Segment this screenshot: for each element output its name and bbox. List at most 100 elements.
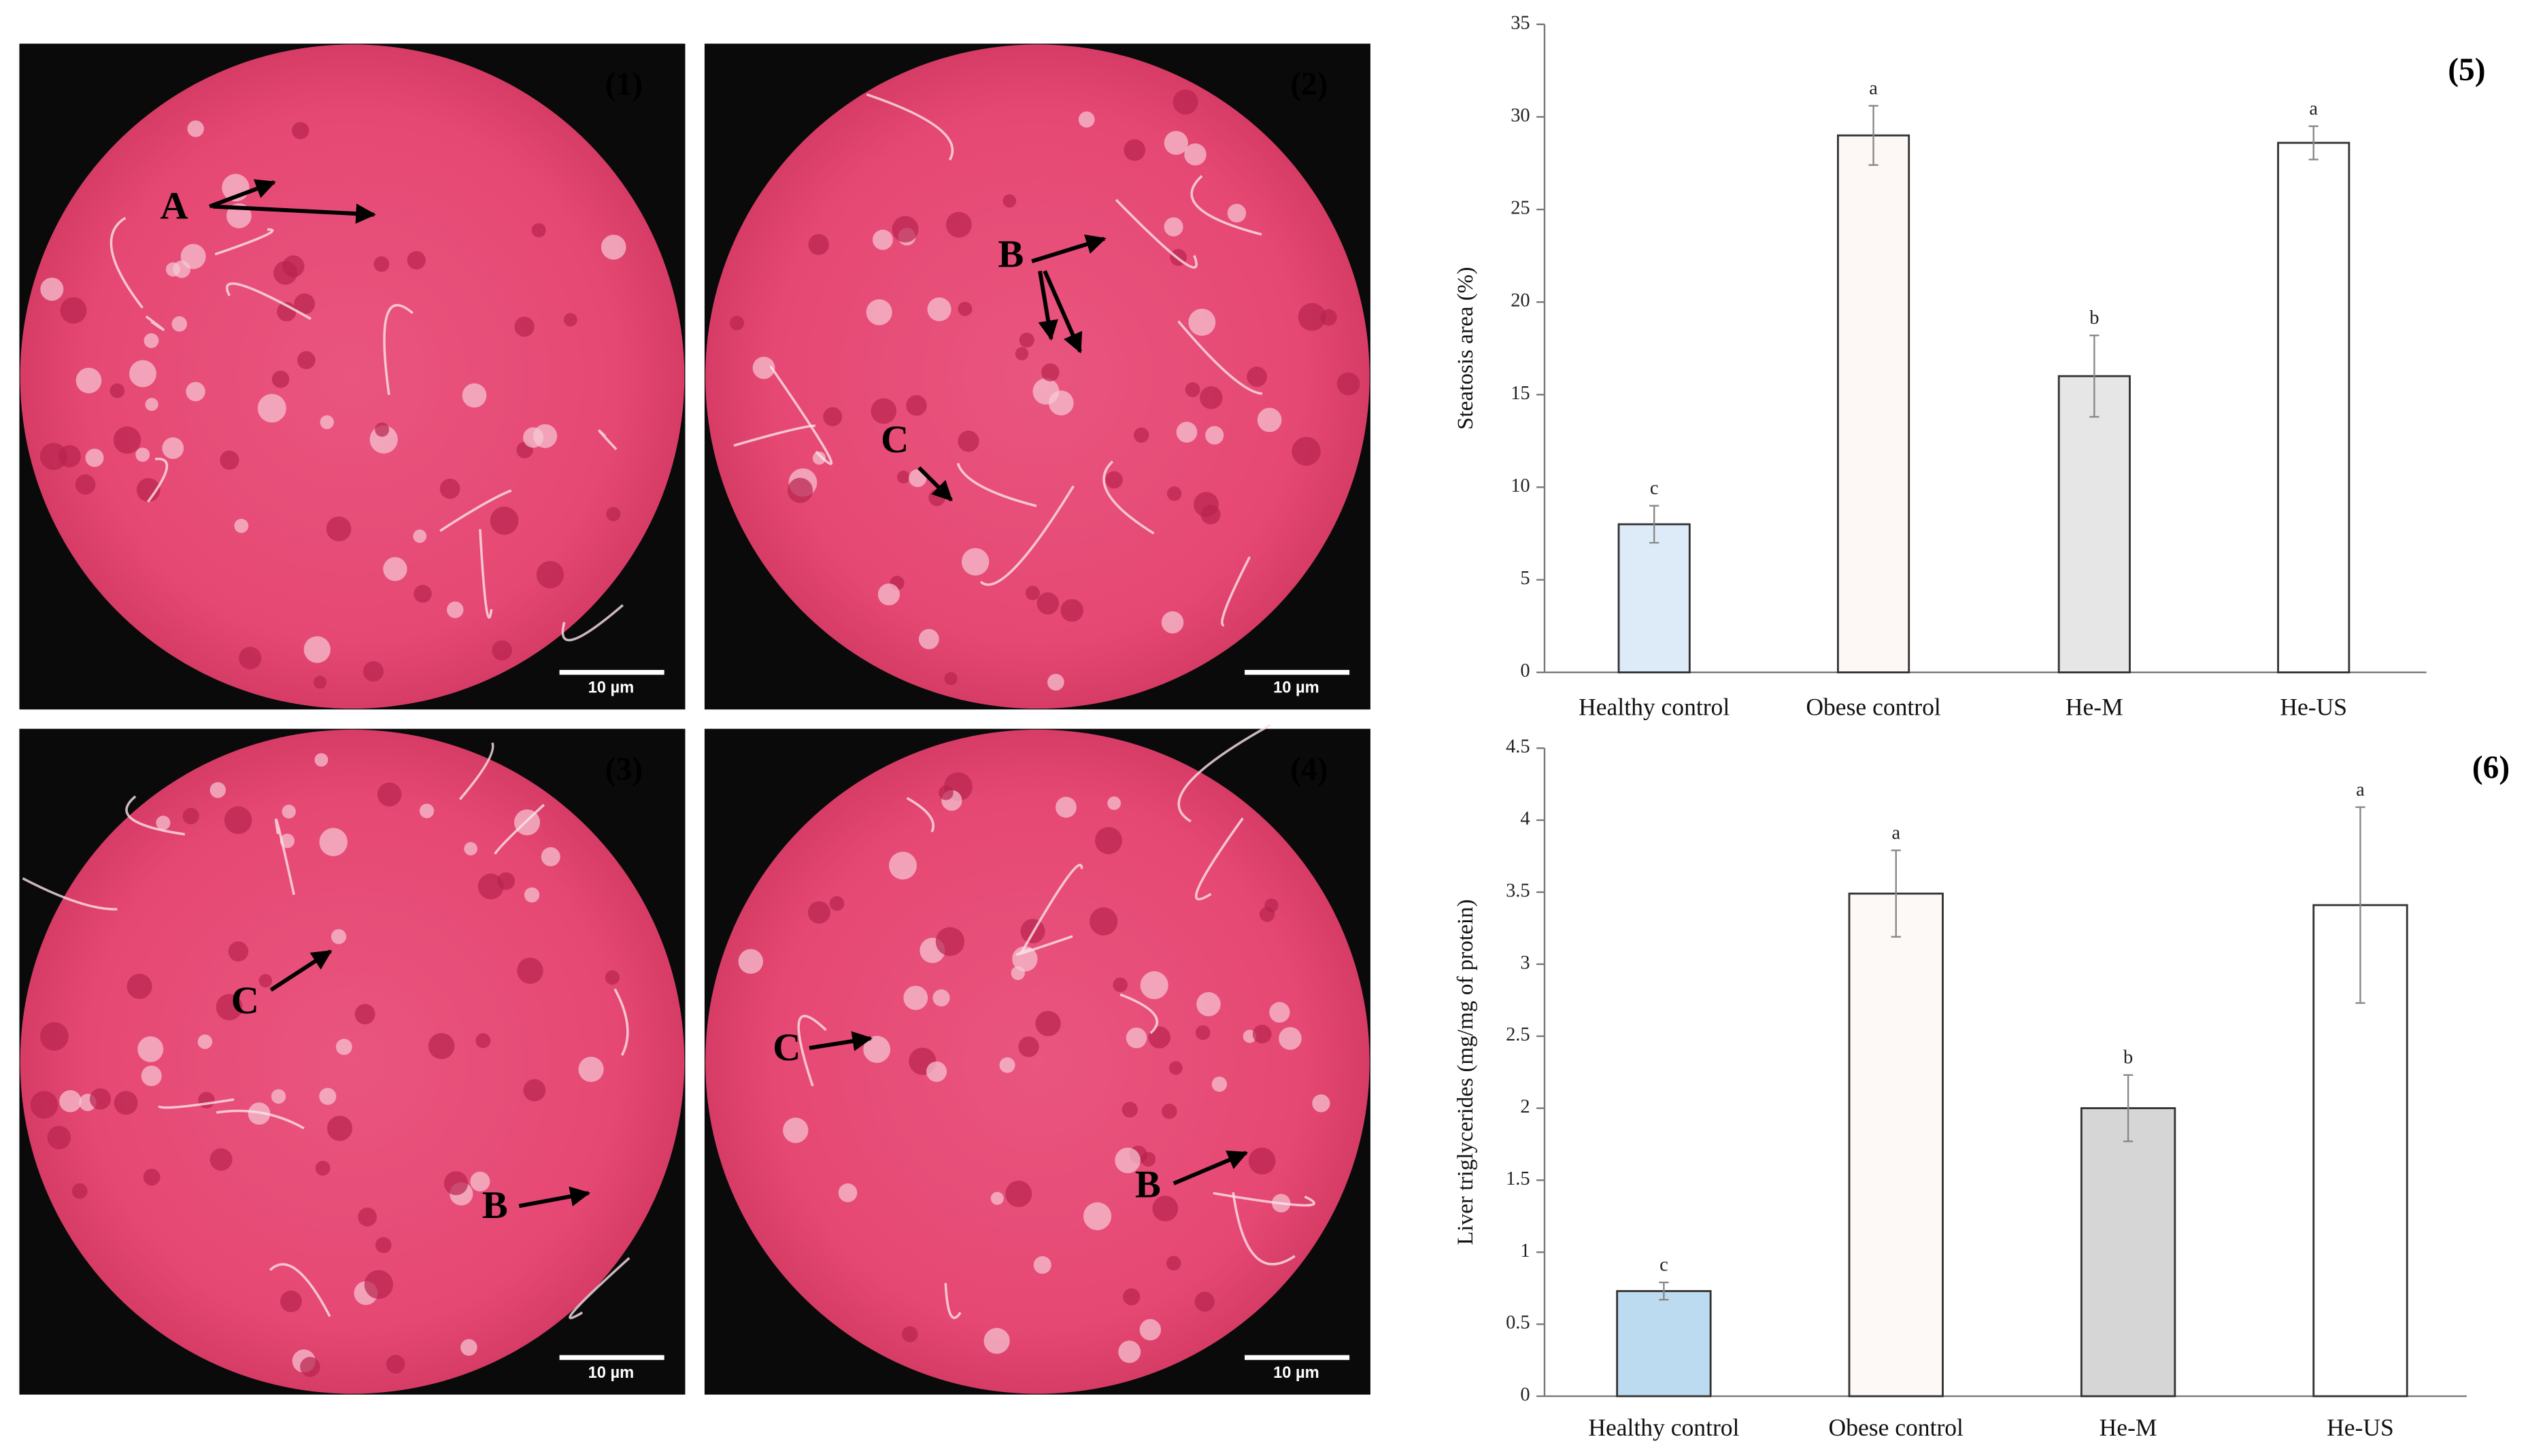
nucleus (990, 1191, 1004, 1205)
nucleus (375, 1237, 392, 1253)
nucleus (180, 243, 206, 269)
y-tick-label: 5 (1520, 568, 1530, 589)
nucleus (1166, 1255, 1181, 1271)
nucleus (282, 805, 296, 819)
nucleus (71, 1183, 88, 1199)
nucleus (319, 828, 348, 856)
nucleus (807, 901, 830, 924)
significance-label: a (1891, 822, 1900, 843)
membrane (769, 365, 833, 465)
membrane (22, 877, 118, 911)
nucleus (280, 1290, 302, 1313)
nucleus (783, 1117, 809, 1143)
nucleus (983, 1327, 1010, 1354)
nucleus (145, 398, 158, 411)
nucleus (892, 216, 919, 243)
nucleus (303, 636, 331, 663)
nucleus (182, 807, 199, 825)
nucleus (127, 973, 152, 999)
nucleus (927, 297, 951, 322)
nucleus (961, 547, 990, 576)
nucleus (220, 450, 239, 470)
panel-label: (3) (605, 752, 643, 788)
membrane (458, 742, 494, 800)
nucleus (187, 120, 204, 137)
nucleus (1164, 131, 1188, 155)
nucleus (1164, 217, 1183, 237)
nucleus (1247, 367, 1268, 387)
nucleus (1320, 309, 1337, 326)
nucleus (945, 211, 972, 238)
arrow (1038, 270, 1058, 341)
nucleus (944, 672, 958, 685)
nucleus (363, 661, 384, 682)
nucleus (492, 640, 512, 661)
y-axis-title: Liver triglycerides (mg/mg of protein) (1453, 899, 1478, 1245)
arrow (518, 1186, 591, 1208)
nucleus (1122, 1102, 1138, 1118)
membrane (383, 304, 414, 395)
nucleus (1227, 203, 1247, 223)
arrow (212, 203, 376, 224)
y-tick-label: 1.5 (1506, 1168, 1530, 1189)
nucleus (1292, 437, 1321, 466)
membrane (613, 988, 629, 1056)
nucleus (228, 941, 249, 962)
nucleus (872, 229, 893, 250)
nucleus (197, 1034, 213, 1049)
membrane (1177, 320, 1263, 395)
nucleus (1139, 1319, 1162, 1341)
membrane (561, 604, 624, 641)
micrograph-tissue (20, 44, 685, 709)
nucleus (326, 1115, 353, 1141)
nucleus (315, 1160, 331, 1176)
nucleus (1002, 194, 1017, 208)
y-tick-label: 0.5 (1506, 1313, 1530, 1334)
significance-label: a (1869, 78, 1878, 99)
nucleus (1166, 486, 1182, 501)
nucleus (808, 234, 829, 255)
nucleus (171, 316, 188, 332)
nucleus (198, 1091, 215, 1108)
nucleus (1019, 333, 1034, 348)
x-tick-label: Healthy control (1588, 1414, 1739, 1441)
nucleus (1041, 363, 1060, 382)
nucleus (1140, 971, 1168, 1000)
bar (2277, 141, 2350, 674)
nucleus (1194, 1291, 1215, 1312)
error-bar (2355, 806, 2365, 1004)
marker-label: B (998, 233, 1024, 276)
nucleus (906, 394, 927, 416)
nucleus (1141, 1151, 1156, 1167)
membrane (275, 818, 295, 896)
nucleus (109, 383, 125, 399)
nucleus (209, 1148, 233, 1171)
membrane (157, 1098, 235, 1109)
nucleus (517, 958, 543, 984)
nucleus (896, 470, 910, 484)
membrane (866, 93, 954, 161)
micrograph-tissue (705, 44, 1370, 709)
nucleus (257, 394, 286, 423)
nucleus (1279, 1027, 1302, 1050)
panel-label: (6) (2472, 750, 2510, 785)
scale-label: 10 µm (1273, 679, 1319, 697)
nucleus (165, 262, 180, 277)
scale-label: 10 µm (588, 679, 635, 697)
nucleus (186, 382, 205, 402)
nucleus (297, 351, 316, 369)
nucleus (563, 313, 577, 327)
nucleus (462, 383, 487, 408)
membrane (1213, 1191, 1315, 1207)
nucleus (314, 753, 328, 767)
nucleus (386, 1355, 405, 1374)
membrane (598, 429, 618, 451)
nucleus (752, 356, 775, 379)
membrane (979, 485, 1075, 586)
nucleus (889, 851, 917, 880)
nucleus (1200, 386, 1223, 409)
nucleus (1033, 1256, 1051, 1274)
marker-label: B (1135, 1163, 1161, 1206)
nucleus (838, 1183, 858, 1202)
